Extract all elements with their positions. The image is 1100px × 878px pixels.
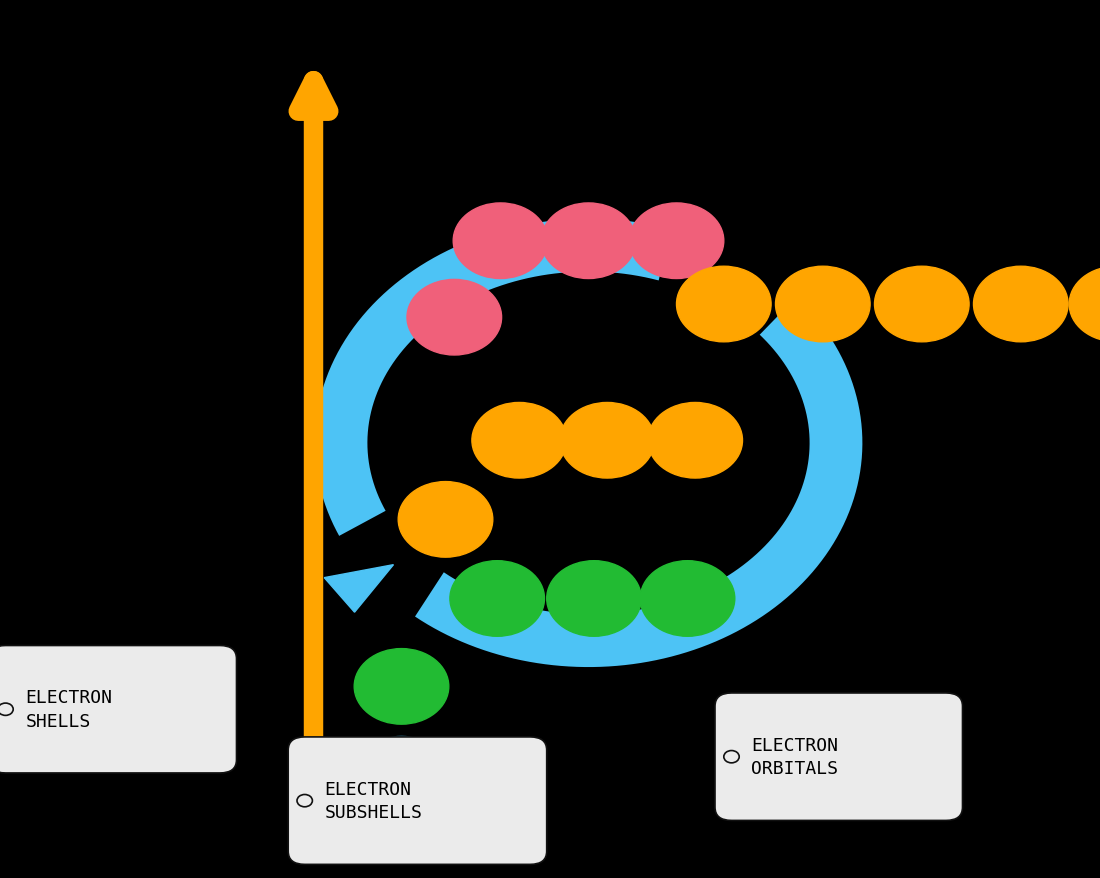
Circle shape [541, 204, 636, 279]
Polygon shape [650, 219, 713, 272]
Circle shape [776, 267, 870, 342]
Circle shape [1069, 267, 1100, 342]
FancyBboxPatch shape [0, 646, 236, 773]
FancyBboxPatch shape [715, 694, 962, 820]
Circle shape [676, 267, 771, 342]
Polygon shape [324, 565, 394, 613]
Text: ELECTRON
SUBSHELLS: ELECTRON SUBSHELLS [324, 780, 422, 822]
Circle shape [407, 280, 502, 356]
Circle shape [974, 267, 1068, 342]
Circle shape [453, 204, 548, 279]
Circle shape [640, 561, 735, 637]
Circle shape [560, 403, 654, 479]
Circle shape [547, 561, 641, 637]
FancyBboxPatch shape [288, 738, 547, 864]
Circle shape [648, 403, 742, 479]
Circle shape [450, 561, 544, 637]
Circle shape [354, 649, 449, 724]
Circle shape [354, 737, 449, 812]
Circle shape [629, 204, 724, 279]
Circle shape [472, 403, 566, 479]
Circle shape [398, 482, 493, 558]
Text: ELECTRON
ORBITALS: ELECTRON ORBITALS [751, 736, 838, 778]
Circle shape [874, 267, 969, 342]
Text: ELECTRON
SHELLS: ELECTRON SHELLS [25, 688, 112, 730]
